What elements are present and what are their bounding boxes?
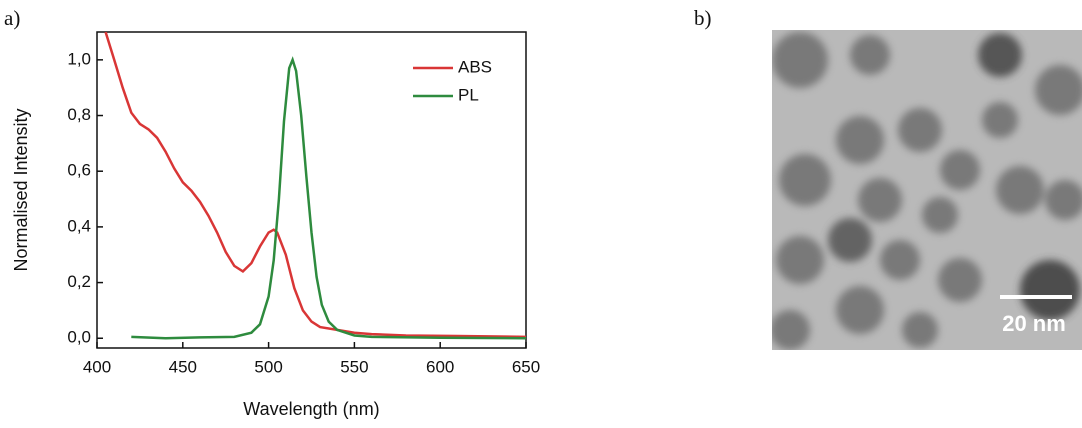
legend-label: ABS [458, 57, 492, 76]
x-tick-label: 400 [83, 357, 111, 376]
y-tick-label: 0,2 [67, 272, 91, 291]
y-tick-label: 0,8 [67, 105, 91, 124]
y-tick-label: 0,6 [67, 161, 91, 180]
data-line [104, 32, 526, 339]
y-tick-label: 1,0 [67, 49, 91, 68]
y-tick-label: 0,0 [67, 328, 91, 347]
x-tick-label: 450 [169, 357, 197, 376]
x-tick-label: 500 [254, 357, 282, 376]
plot-area [104, 32, 526, 340]
tem-image: 20 nm [772, 30, 1082, 350]
x-tick-label: 600 [426, 357, 454, 376]
y-axis-label: Normalised Intensity [11, 108, 31, 271]
scale-bar-label: 20 nm [1002, 311, 1066, 336]
panel-label: b) [694, 6, 712, 30]
plot-frame [96, 31, 527, 349]
panel-label: a) [4, 6, 20, 30]
x-axis-label: Wavelength (nm) [243, 399, 379, 419]
data-line [131, 56, 526, 340]
y-tick-label: 0,4 [67, 216, 91, 235]
legend-label: PL [458, 85, 479, 104]
x-tick-label: 650 [512, 357, 540, 376]
x-tick-label: 550 [340, 357, 368, 376]
